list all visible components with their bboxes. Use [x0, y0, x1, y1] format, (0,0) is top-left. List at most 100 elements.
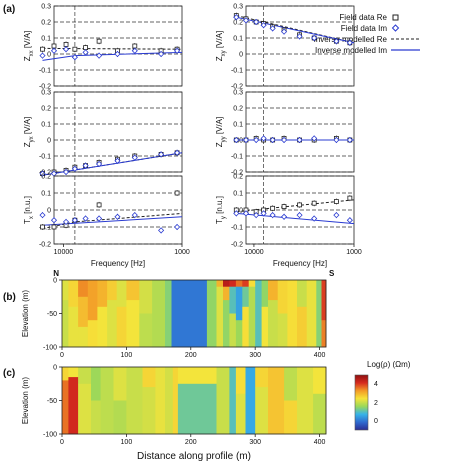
section-b-ytick: 0 [53, 278, 57, 285]
section-b-cell [87, 280, 98, 321]
chart-ty-re-point [311, 200, 317, 206]
chart-zxx-re-point [96, 38, 102, 44]
section-c-xlabel: Distance along profile (m) [137, 451, 251, 462]
chart-zxx-ytick: 0.3 [41, 4, 51, 11]
chart-zyy-ylabel: Zyy [V/A] [215, 117, 227, 147]
chart-zxy-ytick: -0.2 [231, 84, 243, 91]
section-b-cell [216, 286, 224, 348]
chart-tx-im-point [114, 213, 121, 220]
panel-a-label: (a) [3, 4, 15, 15]
chart-zxx-im-point [71, 54, 78, 61]
chart-zyy-im-point [333, 136, 340, 144]
chart-tx-im-point [158, 227, 165, 234]
section-c-cell [313, 367, 327, 395]
section-c-cell [113, 367, 127, 401]
chart-tx-model-im-line [42, 216, 183, 226]
chart-zxx-ylabel: Zxx [V/A] [23, 31, 35, 61]
section-c-cell [245, 367, 256, 435]
colorbar-tick-0: 0 [374, 418, 378, 425]
section-b-cell [223, 280, 230, 288]
chart-ty-re-point [333, 199, 339, 204]
chart-ty-ytick: 0.1 [233, 191, 243, 198]
section-c-xtick: 300 [249, 439, 261, 446]
section-b-cell [261, 280, 269, 308]
section-b-cell [97, 280, 108, 308]
chart-zxy-im-point [242, 17, 250, 24]
section-b-cell [268, 300, 279, 348]
section-b-ylabel: Elevation (m) [21, 290, 30, 337]
section-c-ytick: 0 [53, 365, 57, 372]
chart-zyy-im-point [253, 136, 260, 144]
section-c-cell [235, 367, 246, 395]
chart-zyy-im-point [311, 135, 318, 142]
section-c-cell [255, 367, 269, 388]
section-b-cell [235, 280, 243, 288]
chart-zyx-im-point [158, 151, 165, 158]
section-b-cell [287, 280, 298, 348]
section-b-cell [206, 280, 217, 348]
chart-zyy-im-point [296, 136, 303, 144]
legend-label-field-re: Field data Re [339, 13, 387, 22]
chart-ty-re-point [347, 195, 353, 201]
chart-zyx-ytick: 0.2 [41, 106, 51, 113]
chart-ty-im-point [269, 212, 276, 219]
chart-zxx-ytick: 0.2 [41, 20, 51, 27]
chart-ty-re-point [297, 202, 302, 208]
section-c-cell [142, 387, 156, 435]
section-c-cell [177, 383, 217, 435]
section-c-cell [62, 367, 69, 381]
chart-zxx-ytick: -0.1 [39, 68, 51, 75]
chart-tx-ytick: -0.2 [39, 242, 51, 249]
panel-c-label: (c) [3, 368, 15, 379]
chart-zxx-ytick: 0.1 [41, 36, 51, 43]
legend: Field data Re Field data Im Inverse mode… [314, 13, 420, 55]
section-b-cell [306, 280, 317, 348]
chart-ty-im-point [346, 217, 353, 224]
section-c-cell [91, 367, 102, 401]
section-b-cell [223, 300, 230, 348]
section-b-xtick: 300 [249, 352, 261, 359]
chart-zxx-re-point [51, 43, 57, 49]
section-b-cell [78, 280, 89, 298]
chart-tx-ylabel: Tx [n.u.] [23, 196, 35, 224]
chart-tx-re-point [40, 224, 45, 230]
colorbar-tick-2: 2 [374, 400, 378, 407]
section-b-cell [229, 280, 237, 288]
chart-zyy-ytick: 0.2 [233, 106, 243, 113]
chart-zyx-im-point [39, 170, 46, 177]
chart-zxx-im-point [131, 47, 138, 54]
section-b-cell [235, 320, 243, 348]
section-b-cell [62, 300, 69, 348]
chart-tx-im-point [131, 212, 138, 219]
chart-zyx-im-point [174, 149, 181, 156]
legend-label-model-im: Inverse modelled Im [315, 46, 387, 55]
chart-zyx-im-point [114, 157, 121, 164]
section-b-cell [78, 296, 89, 328]
chart-ty-ylabel: Ty [n.u.] [215, 196, 227, 224]
colorbar-gradient [354, 374, 369, 431]
chart-zxx-ytick: -0.2 [39, 84, 51, 91]
section-c-cell [113, 400, 127, 435]
chart-tx-im-point [96, 215, 103, 222]
section-b-cell [126, 280, 140, 301]
chart-zxy-ytick: 0.1 [233, 36, 243, 43]
section-c-cell [78, 383, 92, 435]
section-c-ylabel: Elevation (m) [21, 377, 30, 424]
section-b-cell [277, 280, 288, 314]
chart-zxy-im-point [269, 25, 276, 32]
chart-zxx-im-point [174, 47, 181, 54]
chart-zxy-ytick: 0.2 [233, 20, 243, 27]
panels-layer: 0.3 0.2 0.1 0 -0.1 -0.2 Zxx [V/A] 0.3 0.2 0.1 0 -0.… [21, 4, 362, 463]
chart-tx-xtick: 10000 [54, 249, 74, 256]
chart-tx-ytick: 0.2 [41, 174, 51, 181]
legend-marker-field-re [392, 14, 399, 21]
section-b-cell [139, 280, 153, 314]
chart-zxx-re-point [72, 46, 78, 52]
chart-ty-ytick: -0.2 [231, 242, 243, 249]
legend-label-model-re: Inverse modelled Re [314, 35, 388, 44]
chart-zxx-re-point [63, 42, 69, 47]
section-b-cell [321, 280, 327, 321]
chart-zyy-im-point [280, 136, 288, 144]
chart-zyx-im-point [71, 165, 78, 172]
section-b-cell [78, 326, 89, 348]
